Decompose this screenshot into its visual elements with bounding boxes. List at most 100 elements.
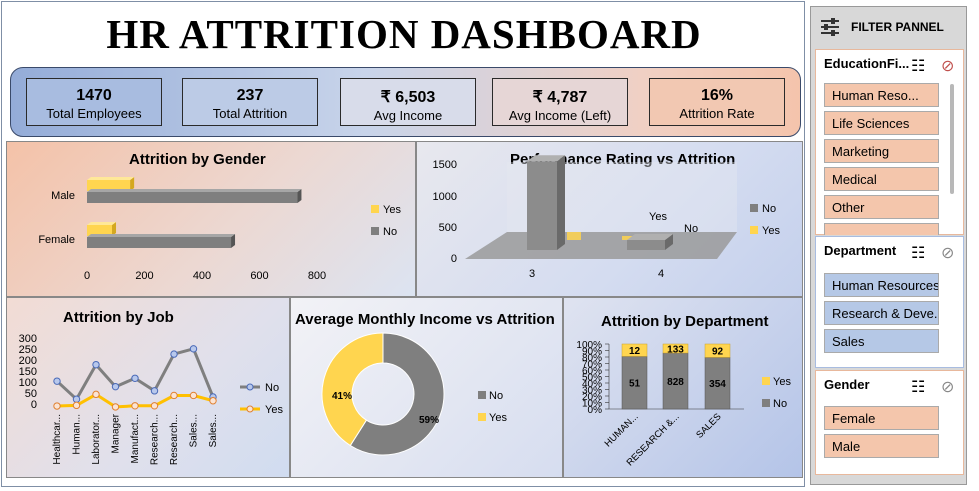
point-no: [189, 345, 198, 353]
legend-yes-swatch: [478, 413, 486, 421]
data-label-yes: 92: [712, 347, 724, 358]
y-tick: 20%: [582, 392, 602, 403]
y-tick: 80%: [582, 353, 602, 364]
slicer-item[interactable]: Medical: [824, 167, 939, 191]
point-no: [92, 360, 100, 369]
clear-filter-icon[interactable]: ⊘: [941, 245, 955, 262]
x-tick: Sales...: [208, 414, 219, 447]
x-tick: Manager: [111, 413, 122, 453]
legend-no-swatch: [762, 399, 770, 407]
bar-no: [662, 352, 689, 410]
slice-no: [349, 332, 445, 456]
filter-settings-icon: [821, 18, 839, 36]
x-tick: Manufact...: [130, 414, 141, 463]
x-tick: Research...: [150, 414, 161, 465]
legend-no-swatch: [371, 227, 379, 235]
multi-select-icon[interactable]: ☷: [911, 379, 926, 396]
line-no: [55, 347, 215, 401]
y-tick: 0%: [588, 405, 603, 416]
point-yes: [131, 402, 139, 410]
kpi-bar: 1470 Total Employees 237 Total Attrition…: [10, 67, 801, 137]
slicer-item[interactable]: Sales: [824, 329, 939, 353]
legend-no: No: [773, 398, 787, 410]
legend-no-marker: [246, 383, 254, 391]
kpi-value: 16%: [700, 87, 734, 104]
bar-yes: [704, 343, 731, 358]
legend-yes: Yes: [762, 225, 780, 237]
slicer-item[interactable]: Female: [824, 406, 939, 430]
bar-yes: [622, 236, 636, 240]
dashboard-title: HR ATTRITION DASHBOARD: [106, 11, 702, 57]
bar-no-side: [297, 189, 302, 203]
slicer-item-partial: [824, 223, 939, 235]
slice-yes: [321, 332, 384, 447]
data-label-yes: 133: [667, 344, 684, 355]
chart-income-vs-attrition: Average Monthly Income vs Attrition 41% …: [290, 297, 563, 478]
bar-no: [87, 192, 298, 203]
slicer-item[interactable]: Research & Deve...: [824, 301, 939, 325]
filter-header: FILTER PANNEL: [817, 17, 962, 39]
filter-panel: FILTER PANNEL EducationFi... ☷ ⊘ Human R…: [810, 6, 967, 485]
slicer-item[interactable]: Other: [824, 195, 939, 219]
x-tick: 600: [250, 270, 268, 282]
slicer-item[interactable]: Male: [824, 434, 939, 458]
data-label-no: 828: [667, 377, 684, 388]
point-yes: [170, 391, 178, 400]
legend-yes-swatch: [750, 226, 758, 234]
kpi-value: 237: [236, 87, 264, 104]
annotation-no: No: [684, 223, 698, 235]
slicer-title: Department: [824, 243, 897, 258]
dashboard: HR ATTRITION DASHBOARD 1470 Total Employ…: [1, 1, 805, 487]
kpi-value: ₹ 4,787: [532, 89, 588, 106]
slicer-department: Department ☷ ⊘ Human Resources Research …: [815, 236, 964, 368]
filter-title: FILTER PANNEL: [851, 20, 944, 34]
annotation-yes: Yes: [649, 211, 667, 223]
data-label-no: 59%: [419, 415, 439, 426]
slicer-item[interactable]: Human Resources: [824, 273, 939, 297]
y-tick: 50%: [582, 373, 602, 384]
x-tick: 4: [658, 268, 664, 280]
data-label-yes: 41%: [332, 391, 352, 402]
y-tick: 10%: [582, 399, 602, 410]
bar-no-side: [665, 234, 673, 250]
multi-select-icon[interactable]: ☷: [911, 58, 926, 75]
x-tick: Healthcar...: [52, 414, 63, 465]
y-tick: 70%: [582, 360, 602, 371]
kpi-avg-income-left: ₹ 4,787 Avg Income (Left): [492, 78, 628, 126]
multi-select-icon[interactable]: ☷: [911, 245, 926, 262]
kpi-label: Avg Income (Left): [508, 108, 612, 123]
clear-filter-icon[interactable]: ⊘: [941, 58, 955, 75]
data-label-no: 354: [709, 379, 726, 390]
slicer-title: Gender: [824, 377, 870, 392]
slicer-scrollbar[interactable]: [950, 84, 954, 194]
legend-yes: Yes: [489, 412, 507, 424]
x-tick: Research...: [169, 414, 180, 465]
kpi-label: Avg Income: [373, 108, 443, 123]
x-tick: 3: [529, 268, 535, 280]
chart-attrition-by-department: Attrition by Department 100% 90% 80% 70% 60%…: [563, 297, 803, 478]
legend-no: No: [489, 390, 503, 402]
bar-no-side: [557, 155, 565, 250]
point-no: [131, 374, 139, 383]
point-yes: [150, 402, 159, 410]
y-tick: 40%: [582, 379, 602, 390]
bar-yes-top: [87, 177, 135, 180]
slicer-gender: Gender ☷ ⊘ Female Male: [815, 370, 964, 475]
chart-title: Performance Rating vs Attrition: [510, 151, 736, 168]
bar-no-top: [627, 234, 673, 240]
clear-filter-icon[interactable]: ⊘: [941, 379, 955, 396]
bar-no: [527, 161, 557, 250]
slicer-item[interactable]: Marketing: [824, 139, 939, 163]
point-yes: [209, 397, 217, 405]
point-no: [111, 382, 120, 391]
legend-no-swatch: [478, 391, 486, 399]
legend-no: No: [762, 203, 776, 215]
x-tick: 0: [84, 270, 90, 282]
slicer-item[interactable]: Human Reso...: [824, 83, 939, 107]
bar-yes-top: [87, 222, 117, 225]
bar-no: [87, 237, 232, 248]
data-label-yes: 12: [629, 346, 641, 357]
slicer-item[interactable]: Life Sciences: [824, 111, 939, 135]
chart-title: Average Monthly Income vs Attrition: [295, 311, 555, 328]
chart-title: Attrition by Job: [63, 309, 174, 326]
